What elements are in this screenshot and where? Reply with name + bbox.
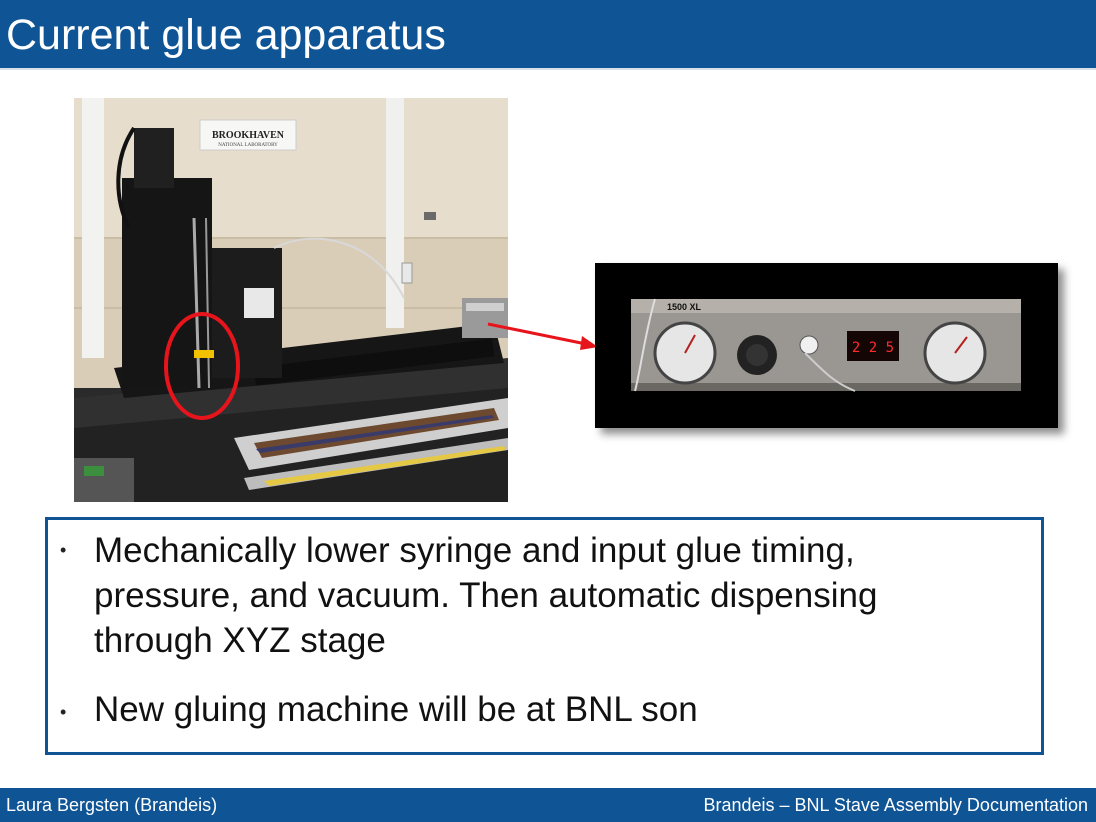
glue-apparatus-photo: BROOKHAVEN NATIONAL LABORATORY — [74, 98, 508, 502]
pointer-arrow — [487, 322, 598, 350]
controller-model-label: 1500 XL — [667, 302, 702, 312]
bullet-2-line-1: New gluing machine will be at BNL son — [94, 690, 698, 729]
bullet-box: • Mechanically lower syringe and input g… — [45, 517, 1044, 755]
bullet-1-line-3: through XYZ stage — [94, 621, 386, 660]
title-bar: Current glue apparatus — [0, 0, 1096, 68]
bullet-marker: • — [60, 702, 67, 722]
bullet-1-line-2: pressure, and vacuum. Then automatic dis… — [94, 576, 878, 615]
title-divider — [0, 68, 1096, 70]
slide-title: Current glue apparatus — [6, 11, 446, 59]
dispenser-controller-photo: 1500 XL 2 2 5 — [595, 263, 1058, 428]
brookhaven-sign-sub: NATIONAL LABORATORY — [218, 143, 278, 148]
footer-bar: Laura Bergsten (Brandeis) Brandeis – BNL… — [0, 788, 1096, 822]
bullet-marker: • — [60, 540, 67, 560]
highlight-ellipse — [164, 312, 240, 420]
brookhaven-sign: BROOKHAVEN — [212, 130, 285, 141]
footer-title: Brandeis – BNL Stave Assembly Documentat… — [703, 795, 1088, 815]
bullet-1-line-1: Mechanically lower syringe and input glu… — [94, 531, 855, 570]
controller-led-display: 2 2 5 — [852, 340, 894, 356]
footer-author: Laura Bergsten (Brandeis) — [6, 795, 218, 815]
